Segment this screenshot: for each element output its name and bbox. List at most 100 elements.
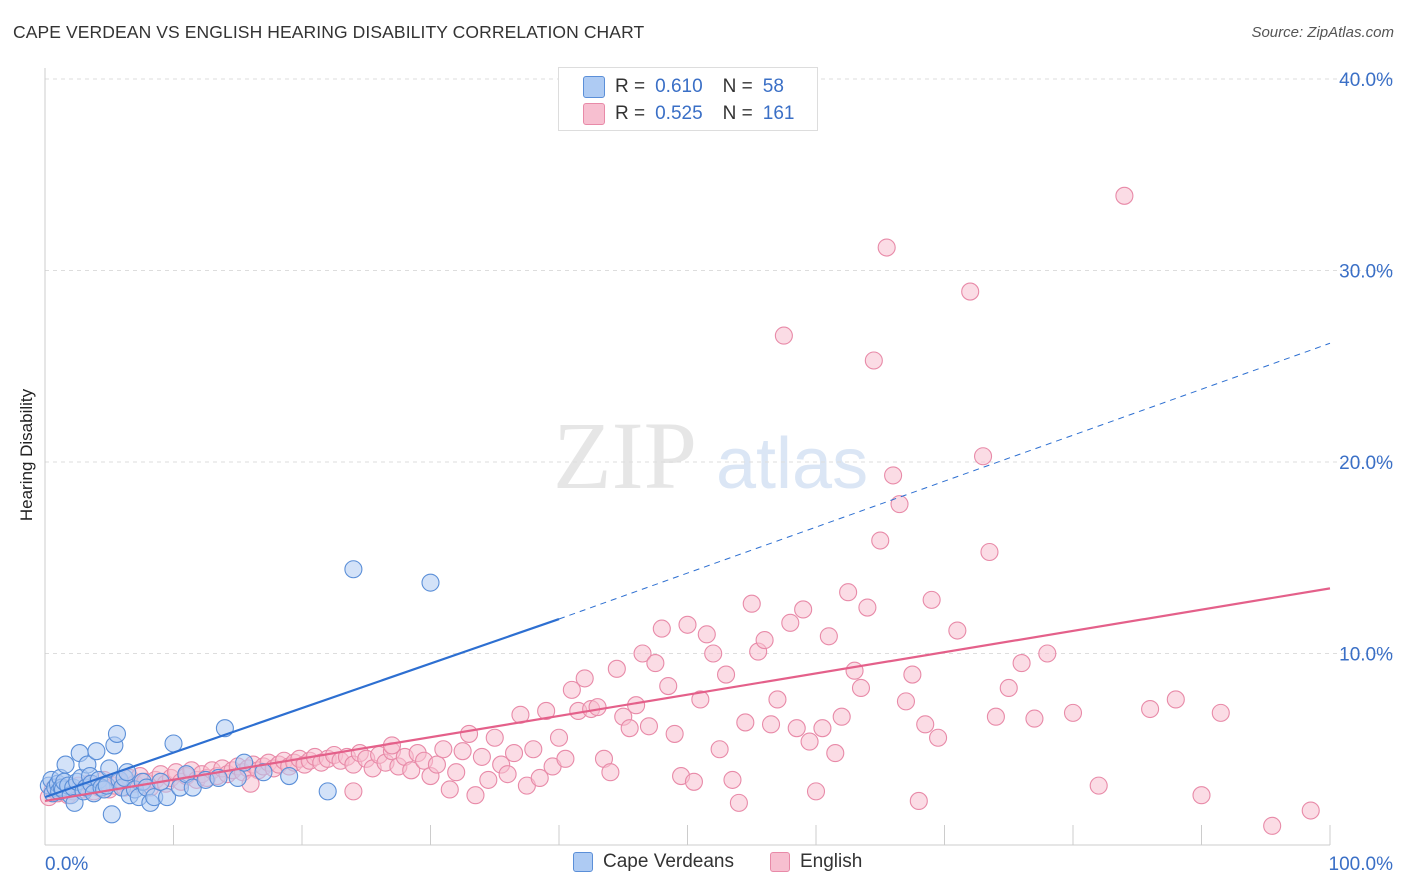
english-point	[871, 531, 890, 550]
n-value: 58	[762, 76, 784, 97]
english-point	[980, 542, 999, 562]
english-point	[832, 707, 851, 726]
english-point	[549, 728, 569, 747]
cape-verdean-point	[107, 724, 127, 743]
english-point	[1025, 709, 1044, 728]
english-point	[864, 351, 883, 370]
english-point	[1166, 690, 1185, 709]
cape-verdean-trend-line	[44, 617, 560, 799]
legend-english-swatch	[770, 852, 790, 872]
english-point	[839, 583, 858, 602]
english-point	[1012, 654, 1031, 673]
cape-verdean-point	[56, 755, 75, 774]
english-point	[729, 793, 748, 812]
english-point	[781, 613, 800, 632]
english-point	[659, 677, 678, 696]
english-point	[806, 782, 826, 801]
english-trend-line	[44, 587, 1331, 803]
english-point	[768, 690, 787, 709]
english-point	[1192, 786, 1211, 805]
grid-lines	[45, 78, 1393, 654]
r-label: R =	[615, 76, 646, 97]
english-point	[530, 768, 549, 788]
english-point	[774, 326, 793, 345]
cape-verdean-points	[39, 560, 440, 824]
y-tick-label: 40.0%	[1339, 70, 1393, 91]
english-point	[620, 719, 639, 738]
english-point	[800, 732, 819, 751]
english-point	[704, 644, 723, 663]
english-point	[665, 724, 684, 743]
english-point	[678, 615, 697, 634]
x-tick-label: 0.0%	[45, 854, 88, 875]
english-point	[851, 678, 871, 698]
legend-item-cape[interactable]: Cape Verdeans	[573, 851, 734, 873]
english-point	[858, 598, 877, 617]
english-point	[646, 654, 665, 673]
n-label: N =	[722, 76, 753, 97]
english-point	[498, 765, 517, 784]
english-point	[916, 715, 935, 734]
stats-legend: R = 0.610 N = 58 R = 0.525 N = 161	[558, 67, 818, 131]
english-point	[819, 627, 838, 646]
english-point	[479, 770, 498, 789]
english-point	[884, 466, 903, 485]
tick-labels: 10.0% 20.0% 30.0% 40.0% 0.0% 100.0%	[45, 70, 1393, 875]
english-point	[440, 780, 459, 799]
english-point	[562, 680, 581, 699]
source-label: Source: ZipAtlas.com	[1251, 24, 1394, 41]
english-point	[453, 742, 472, 761]
english-point	[1038, 644, 1057, 663]
english-point	[723, 770, 742, 789]
n-label: N =	[722, 103, 753, 124]
trend-lines	[44, 342, 1331, 803]
cape-verdean-point	[228, 768, 247, 788]
cape-verdean-trend-extension	[558, 342, 1331, 620]
cape-verdean-point	[318, 782, 337, 801]
english-point	[427, 755, 446, 774]
english-point	[504, 744, 524, 763]
english-point	[845, 661, 864, 680]
english-point	[1301, 801, 1320, 820]
english-point	[684, 772, 703, 791]
english-point	[716, 665, 736, 684]
english-point	[742, 594, 761, 613]
english-point	[890, 495, 909, 514]
english-point	[1263, 816, 1282, 835]
english-point	[1115, 186, 1134, 205]
stats-row-english: R = 0.525 N = 161	[583, 102, 794, 126]
cape-verdean-point	[280, 767, 299, 786]
cape-verdean-point	[158, 788, 177, 807]
english-point	[973, 447, 993, 466]
stats-row-cape: R = 0.610 N = 58	[583, 75, 784, 99]
cape-verdean-point	[344, 560, 363, 579]
legend-item-english[interactable]: English	[770, 851, 862, 873]
english-point	[1211, 703, 1230, 722]
r-value: 0.610	[655, 76, 703, 97]
english-point	[710, 740, 729, 759]
english-point	[1089, 776, 1108, 795]
english-point	[485, 728, 504, 747]
legend-english-label: English	[800, 851, 863, 872]
english-point	[472, 747, 491, 766]
legend-cape-swatch	[573, 852, 593, 872]
english-point	[466, 786, 485, 805]
english-point	[794, 600, 813, 619]
english-point	[1063, 703, 1083, 722]
english-point	[447, 763, 466, 782]
cape-verdean-point	[102, 805, 121, 824]
r-label: R =	[615, 103, 646, 124]
english-point	[909, 791, 928, 811]
english-point	[761, 715, 781, 734]
english-point	[556, 749, 575, 768]
english-points	[39, 186, 1320, 835]
y-tick-label: 10.0%	[1339, 645, 1393, 666]
english-point	[826, 744, 845, 763]
r-value: 0.525	[655, 103, 703, 124]
english-point	[607, 659, 626, 678]
english-point	[537, 701, 556, 721]
english-point	[896, 692, 916, 711]
english-point	[1141, 699, 1160, 719]
english-point	[948, 621, 967, 640]
